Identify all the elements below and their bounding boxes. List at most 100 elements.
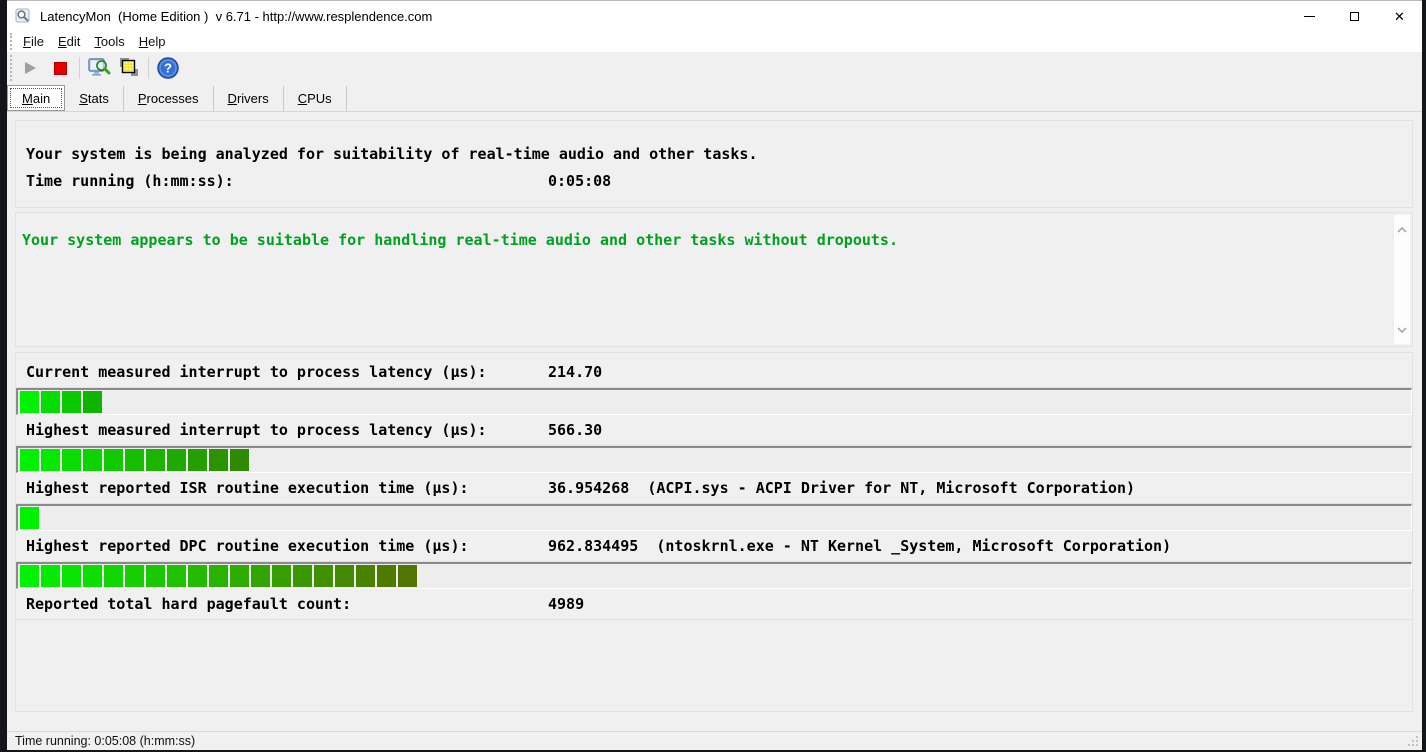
tab-stats-label: Stats <box>79 91 109 106</box>
copy-report-icon <box>120 58 138 76</box>
toolbar: ? <box>7 52 1422 84</box>
bar-segment <box>377 565 396 587</box>
time-running-label: Time running (h:mm:ss): <box>26 172 234 190</box>
bar-segment <box>20 507 39 529</box>
close-icon: ✕ <box>1394 8 1405 24</box>
tab-stats[interactable]: Stats <box>65 86 124 111</box>
bar-segment <box>209 449 228 471</box>
tab-cpus[interactable]: CPUs <box>284 86 347 111</box>
minimize-button[interactable] <box>1287 1 1332 31</box>
toolbar-separator <box>79 57 80 79</box>
title-bar: LatencyMon (Home Edition ) v 6.71 - http… <box>7 1 1422 31</box>
metric-label: Highest reported DPC routine execution t… <box>26 537 469 555</box>
bar-segment <box>188 565 207 587</box>
menu-gripper <box>10 33 15 50</box>
metrics-panel: Current measured interrupt to process la… <box>15 352 1413 712</box>
menu-file[interactable]: File <box>23 34 44 49</box>
bar-segment <box>293 565 312 587</box>
tab-drivers[interactable]: Drivers <box>214 86 284 111</box>
metric-label: Highest measured interrupt to process la… <box>26 421 487 439</box>
analysis-status-text: Your system is being analyzed for suitab… <box>26 145 758 163</box>
latency-bar <box>16 504 1412 531</box>
bar-segment <box>356 565 375 587</box>
stop-monitor-button[interactable] <box>46 55 74 81</box>
metric-value: 962.834495 (ntoskrnl.exe - NT Kernel _Sy… <box>548 537 1172 555</box>
metric-value: 566.30 <box>548 421 603 439</box>
metric-row: Reported total hard pagefault count: 4989 <box>16 589 1412 620</box>
metric-label: Reported total hard pagefault count: <box>26 595 352 613</box>
bar-segment <box>20 565 39 587</box>
bar-segment <box>62 449 81 471</box>
metric-value: 36.954268 (ACPI.sys - ACPI Driver for NT… <box>548 479 1135 497</box>
tab-cpus-label: CPUs <box>297 91 332 106</box>
verdict-panel: Your system appears to be suitable for h… <box>15 212 1413 347</box>
copy-report-button[interactable] <box>115 55 143 81</box>
metric-value: 214.70 <box>548 363 603 381</box>
main-content: Your system is being analyzed for suitab… <box>7 112 1422 731</box>
latency-bar <box>16 446 1412 473</box>
bar-segment <box>167 565 186 587</box>
bar-segment <box>104 449 123 471</box>
bar-segment <box>125 449 144 471</box>
bar-segment <box>398 565 417 587</box>
bar-segment <box>146 449 165 471</box>
close-button[interactable]: ✕ <box>1377 1 1422 31</box>
tab-main[interactable]: Main <box>7 85 66 111</box>
bar-segment <box>83 391 102 413</box>
maximize-button[interactable] <box>1332 1 1377 31</box>
bar-segment <box>230 565 249 587</box>
analysis-panel: Your system is being analyzed for suitab… <box>15 120 1413 208</box>
bar-segment <box>41 565 60 587</box>
minimize-icon <box>1304 15 1315 17</box>
analyze-icon <box>88 58 111 76</box>
bar-segment <box>209 565 228 587</box>
menu-edit[interactable]: Edit <box>57 34 81 49</box>
scroll-down-icon[interactable] <box>1394 321 1410 338</box>
status-bar-text: Time running: 0:05:08 (h:mm:ss) <box>15 734 196 748</box>
bar-segment <box>62 565 81 587</box>
bar-segment <box>104 565 123 587</box>
bar-segment <box>272 565 291 587</box>
bar-segment <box>125 565 144 587</box>
bar-segment <box>251 565 270 587</box>
start-monitor-button[interactable] <box>16 55 44 81</box>
metric-label: Current measured interrupt to process la… <box>26 363 487 381</box>
metric-value: 4989 <box>548 595 585 613</box>
play-icon <box>25 62 36 74</box>
menu-help[interactable]: Help <box>138 34 166 49</box>
tab-strip: Main Stats Processes Drivers CPUs <box>7 84 1422 112</box>
help-button[interactable]: ? <box>154 55 182 81</box>
bar-segment <box>83 565 102 587</box>
verdict-scrollbar[interactable] <box>1393 215 1410 344</box>
bar-segment <box>167 449 186 471</box>
toolbar-gripper <box>10 55 15 81</box>
metric-label: Highest reported ISR routine execution t… <box>26 479 469 497</box>
bar-segment <box>20 391 39 413</box>
latency-bar <box>16 562 1412 589</box>
tab-main-label: Main <box>22 90 51 106</box>
menu-tools[interactable]: Tools <box>94 34 125 49</box>
latencymon-window: LatencyMon (Home Edition ) v 6.71 - http… <box>7 0 1422 750</box>
svg-text:?: ? <box>164 61 172 76</box>
bar-segment <box>188 449 207 471</box>
tab-processes[interactable]: Processes <box>124 86 214 111</box>
metric-row: Highest reported ISR routine execution t… <box>16 473 1412 504</box>
metric-row: Highest reported DPC routine execution t… <box>16 531 1412 562</box>
tab-processes-label: Processes <box>137 91 199 106</box>
status-bar: Time running: 0:05:08 (h:mm:ss) <box>7 731 1422 750</box>
bar-segment <box>146 565 165 587</box>
bar-segment <box>62 391 81 413</box>
stop-icon <box>53 61 67 75</box>
bar-segment <box>314 565 333 587</box>
toolbar-separator <box>148 57 149 79</box>
scroll-up-icon[interactable] <box>1394 221 1410 238</box>
analyze-button[interactable] <box>85 55 113 81</box>
window-title: LatencyMon (Home Edition ) v 6.71 - http… <box>40 8 433 24</box>
menu-bar: File Edit Tools Help <box>7 31 1422 52</box>
app-icon <box>15 8 30 23</box>
bar-segment <box>230 449 249 471</box>
resize-grip-icon[interactable] <box>1407 735 1419 747</box>
bar-segment <box>83 449 102 471</box>
maximize-icon <box>1350 11 1359 21</box>
tab-drivers-label: Drivers <box>227 91 269 106</box>
